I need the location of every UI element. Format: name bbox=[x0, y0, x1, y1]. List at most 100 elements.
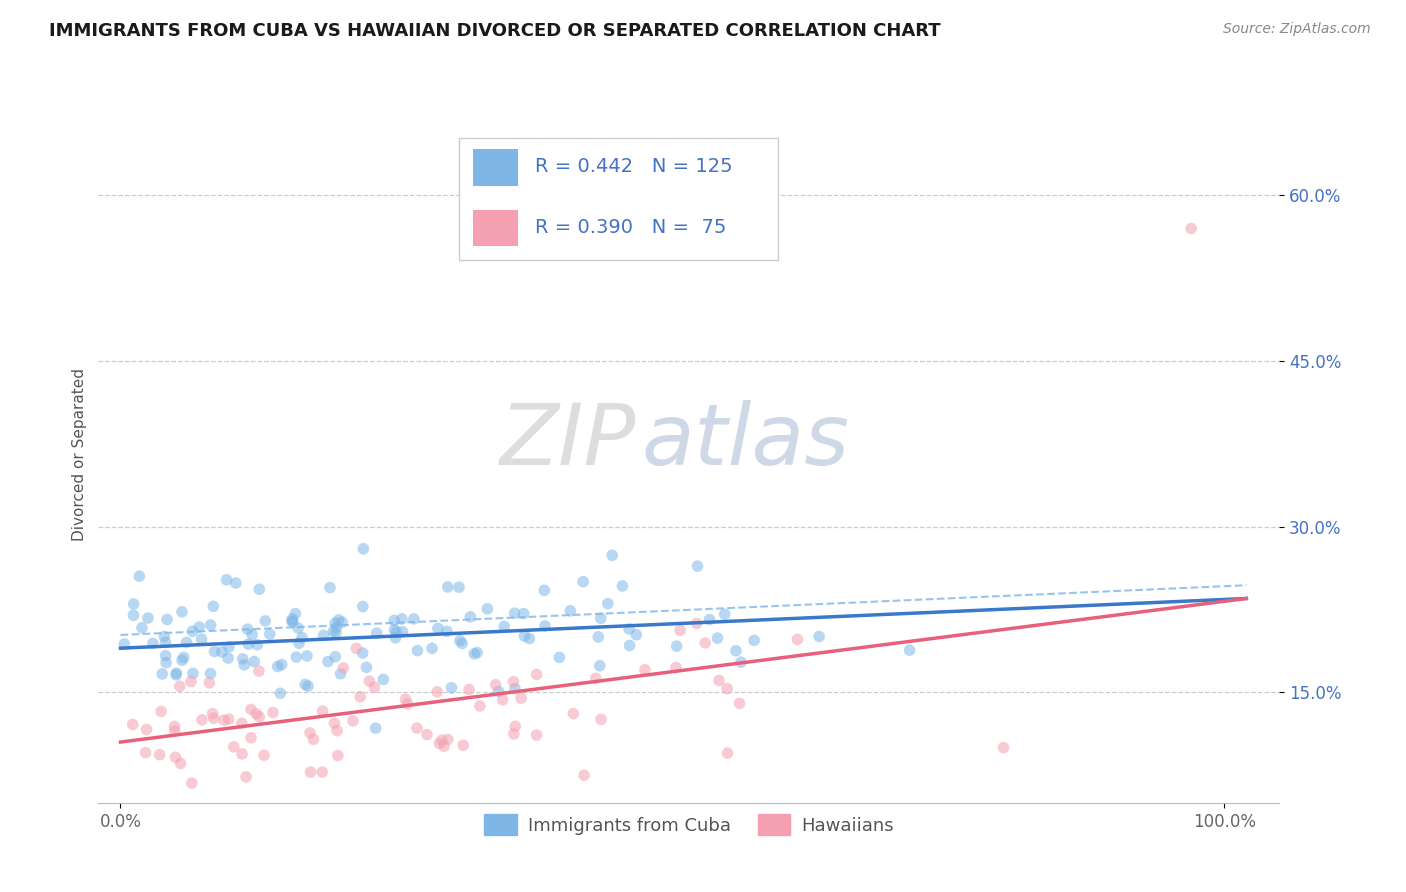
Legend: Immigrants from Cuba, Hawaiians: Immigrants from Cuba, Hawaiians bbox=[477, 807, 901, 842]
Point bbox=[266, 659, 288, 673]
Point bbox=[281, 614, 304, 628]
Point bbox=[572, 574, 595, 589]
Point bbox=[330, 615, 353, 629]
Point bbox=[453, 738, 475, 752]
Point bbox=[215, 573, 238, 587]
Point bbox=[270, 657, 292, 672]
Point bbox=[503, 681, 526, 696]
Point bbox=[510, 691, 533, 706]
Point bbox=[201, 706, 224, 721]
Point bbox=[730, 655, 752, 669]
Point bbox=[665, 639, 688, 653]
Text: Source: ZipAtlas.com: Source: ZipAtlas.com bbox=[1223, 22, 1371, 37]
Point bbox=[128, 569, 150, 583]
Point bbox=[112, 637, 135, 651]
Point bbox=[287, 621, 309, 635]
Point bbox=[384, 631, 406, 645]
Point bbox=[218, 712, 240, 726]
FancyBboxPatch shape bbox=[472, 210, 517, 246]
Point bbox=[707, 673, 730, 688]
Point bbox=[713, 607, 735, 622]
Point bbox=[202, 599, 225, 614]
Point bbox=[356, 660, 378, 674]
Point bbox=[503, 606, 526, 620]
Point bbox=[686, 616, 709, 631]
Point bbox=[359, 673, 381, 688]
Point bbox=[373, 673, 395, 687]
Point bbox=[363, 681, 385, 695]
Point bbox=[163, 719, 186, 733]
Point bbox=[329, 666, 352, 681]
Point bbox=[742, 633, 765, 648]
Point bbox=[312, 628, 335, 642]
Point bbox=[402, 612, 425, 626]
Point bbox=[166, 666, 188, 681]
Point bbox=[180, 776, 202, 790]
Point bbox=[808, 630, 831, 644]
Point bbox=[142, 636, 165, 650]
Point bbox=[238, 637, 260, 651]
FancyBboxPatch shape bbox=[458, 138, 778, 260]
Point bbox=[294, 677, 316, 691]
Point bbox=[319, 581, 342, 595]
Text: R = 0.442   N = 125: R = 0.442 N = 125 bbox=[536, 157, 733, 176]
Point bbox=[560, 604, 582, 618]
Point bbox=[394, 692, 416, 706]
Point bbox=[391, 624, 413, 639]
Point bbox=[247, 664, 270, 678]
Point bbox=[612, 579, 634, 593]
Point bbox=[295, 648, 318, 663]
Point bbox=[328, 613, 350, 627]
Point bbox=[993, 740, 1015, 755]
Point bbox=[502, 727, 524, 741]
Point bbox=[181, 624, 204, 639]
Point bbox=[218, 640, 240, 654]
Point bbox=[492, 692, 515, 706]
Point bbox=[391, 612, 413, 626]
Point bbox=[240, 702, 263, 716]
Point bbox=[200, 618, 222, 632]
Point bbox=[352, 599, 374, 614]
Point bbox=[169, 679, 191, 693]
Point bbox=[460, 610, 482, 624]
Point bbox=[589, 658, 612, 673]
Point bbox=[231, 716, 253, 731]
Point bbox=[468, 698, 491, 713]
Point bbox=[150, 667, 173, 681]
Point bbox=[503, 719, 526, 733]
Point bbox=[135, 723, 157, 737]
Point bbox=[302, 732, 325, 747]
Point bbox=[600, 549, 623, 563]
Point bbox=[246, 638, 269, 652]
Point bbox=[236, 622, 259, 636]
Point bbox=[513, 629, 536, 643]
Point bbox=[364, 721, 387, 735]
Point bbox=[247, 582, 270, 597]
Point bbox=[325, 621, 347, 635]
Point bbox=[406, 643, 429, 657]
Point bbox=[437, 732, 460, 747]
Point bbox=[634, 663, 657, 677]
Point bbox=[291, 631, 314, 645]
Point bbox=[180, 674, 202, 689]
Point bbox=[1180, 221, 1202, 235]
Point bbox=[326, 748, 349, 763]
Point bbox=[706, 631, 728, 645]
Point bbox=[352, 541, 374, 556]
Point bbox=[366, 626, 388, 640]
Point bbox=[716, 681, 738, 696]
Point bbox=[451, 636, 474, 650]
Point bbox=[512, 607, 534, 621]
Point bbox=[619, 639, 641, 653]
Point bbox=[149, 747, 172, 762]
Point bbox=[204, 644, 226, 658]
Point bbox=[122, 608, 145, 623]
Point bbox=[669, 624, 692, 638]
Point bbox=[153, 630, 176, 644]
Point bbox=[416, 728, 439, 742]
Point bbox=[585, 672, 607, 686]
Point bbox=[169, 756, 191, 771]
Point bbox=[211, 645, 233, 659]
Point bbox=[269, 686, 291, 700]
Point bbox=[420, 641, 443, 656]
